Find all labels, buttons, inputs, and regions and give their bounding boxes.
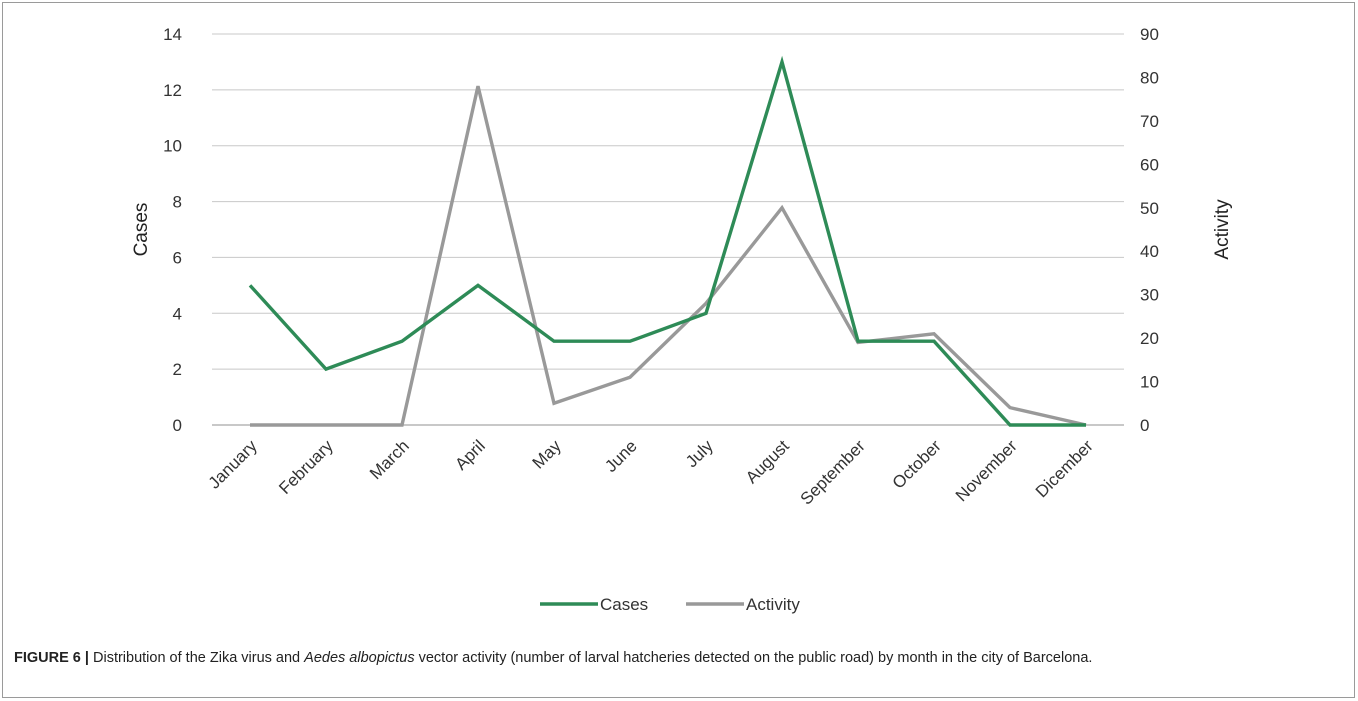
x-tick-label: September: [797, 436, 869, 508]
figure-caption: FIGURE 6 | Distribution of the Zika viru…: [14, 648, 1344, 669]
x-tick-label: April: [451, 436, 488, 473]
y2-tick-label: 70: [1140, 112, 1159, 131]
caption-label: FIGURE 6 |: [14, 650, 89, 666]
y-tick-label: 6: [173, 248, 182, 267]
x-tick-label: June: [601, 436, 641, 476]
y-tick-label: 12: [163, 81, 182, 100]
y2-tick-label: 60: [1140, 155, 1159, 174]
y2-tick-label: 90: [1140, 25, 1159, 44]
x-tick-label: May: [529, 436, 565, 472]
legend-label-activity: Activity: [746, 595, 800, 614]
y-tick-label: 0: [173, 416, 182, 435]
line-chart: 0 2 4 6 8 10 12 14 0 10 20 30 40 50 60 70 80 90 January F…: [131, 25, 1233, 614]
y-tick-label: 8: [173, 193, 182, 212]
x-tick-label: August: [742, 436, 793, 487]
x-tick-label: October: [889, 436, 945, 492]
x-axis-ticks: January February March April May June July Augu…: [205, 436, 1097, 509]
y-tick-label: 14: [163, 25, 182, 44]
caption-text-before: Distribution of the Zika virus and: [88, 650, 305, 666]
y-tick-label: 2: [173, 360, 182, 379]
y2-tick-label: 10: [1140, 373, 1159, 392]
y-axis-title: Cases: [131, 203, 152, 257]
x-tick-label: February: [275, 436, 337, 498]
y2-tick-label: 80: [1140, 68, 1159, 87]
x-tick-label: Dicember: [1032, 436, 1097, 501]
y2-tick-label: 20: [1140, 329, 1159, 348]
y2-tick-label: 40: [1140, 242, 1159, 261]
y-tick-label: 10: [163, 137, 182, 156]
caption-text-after: vector activity (number of larval hatche…: [414, 650, 1093, 666]
series-line-activity: [250, 85, 1087, 427]
x-tick-label: March: [366, 436, 413, 483]
legend-label-cases: Cases: [600, 595, 648, 614]
y2-axis-title: Activity: [1212, 199, 1233, 260]
y2-tick-label: 50: [1140, 199, 1159, 218]
x-tick-label: January: [205, 436, 262, 493]
series-lines: [248, 55, 1087, 427]
legend: Cases Activity: [540, 595, 800, 614]
right-axis-ticks: 0 10 20 30 40 50 60 70 80 90: [1140, 25, 1159, 435]
grid-lines: [212, 33, 1124, 426]
left-axis-ticks: 0 2 4 6 8 10 12 14: [163, 25, 182, 435]
y-tick-label: 4: [173, 304, 182, 323]
caption-species: Aedes albopictus: [304, 650, 415, 666]
series-line-cases: [248, 55, 1086, 427]
y2-tick-label: 30: [1140, 286, 1159, 305]
x-tick-label: November: [952, 436, 1021, 505]
x-tick-label: July: [682, 436, 717, 471]
y2-tick-label: 0: [1140, 416, 1149, 435]
